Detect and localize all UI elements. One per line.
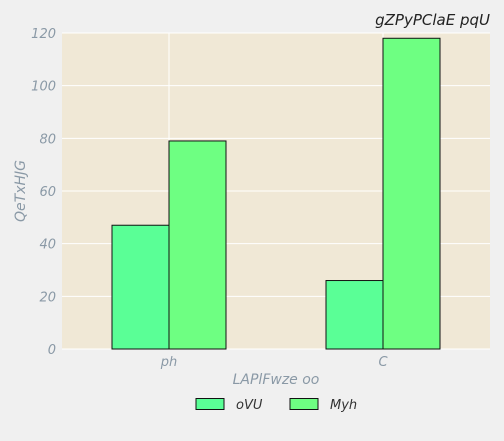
- y-tick-label: 60: [39, 185, 56, 200]
- y-axis-label: QeTxHJG: [13, 160, 29, 222]
- y-tick-label: 0: [48, 343, 56, 358]
- x-axis-label: LAPlFwze oo: [233, 372, 320, 388]
- y-tick-label: 20: [39, 290, 56, 305]
- y-tick-label: 100: [31, 80, 56, 95]
- chart-title: gZPyPClaE pqU: [375, 11, 490, 29]
- y-tick-labels: 0 20 40 60 80 100 120: [31, 27, 56, 358]
- x-tick-labels: ph C: [160, 355, 389, 370]
- y-tick-label: 40: [39, 238, 56, 253]
- y-tick-label: 120: [31, 27, 56, 42]
- bar-oVU-C: [325, 280, 384, 350]
- bar-Myh-ph: [168, 140, 227, 350]
- legend-label-Myh: Myh: [330, 398, 357, 413]
- legend-label-oVU: oVU: [236, 398, 263, 413]
- legend-swatch-oVU: [195, 398, 225, 410]
- x-tick-label: C: [378, 355, 388, 370]
- bar-oVU-ph: [111, 224, 170, 350]
- bars-layer: [111, 37, 441, 350]
- y-tick-label: 80: [39, 132, 56, 147]
- x-tick-label: ph: [160, 355, 178, 370]
- legend-swatch-Myh: [289, 398, 319, 410]
- bar-Myh-C: [382, 37, 441, 350]
- legend: oVU Myh: [195, 398, 357, 413]
